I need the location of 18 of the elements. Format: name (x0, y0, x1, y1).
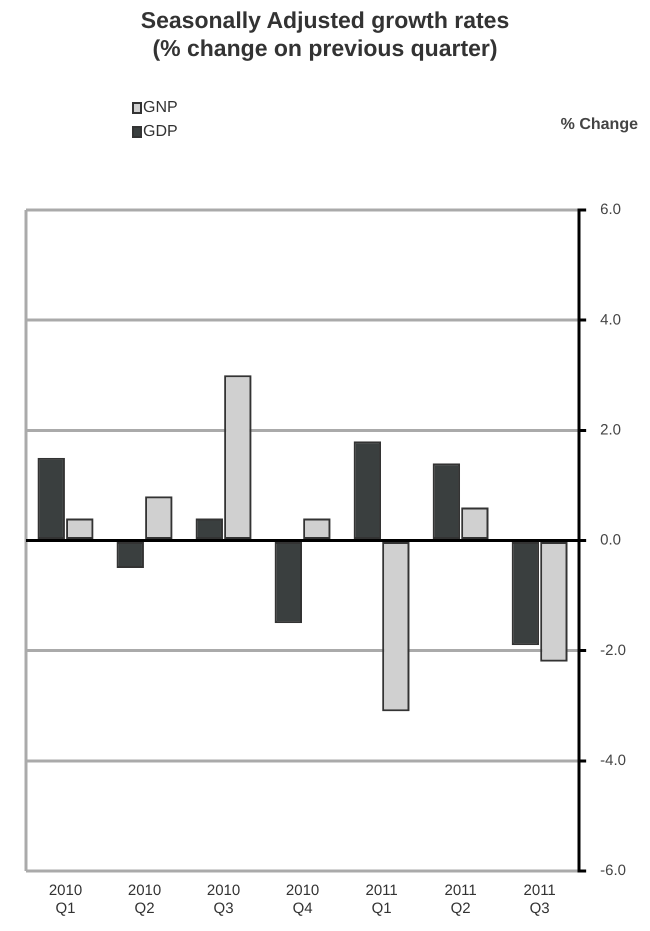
y-tick-label: 2.0 (600, 421, 622, 438)
y-tick-label: -2.0 (600, 642, 626, 659)
x-tick-label: 2011 Q1 (365, 882, 398, 918)
legend-label: GDP (143, 123, 178, 141)
x-tick-label: 2011 Q3 (524, 882, 556, 918)
y-tick-label: -4.0 (600, 752, 626, 769)
x-tick-label: 2011 Q2 (444, 882, 477, 918)
chart-title: Seasonally Adjusted growth rates (% change on previous quarter) (140, 6, 510, 62)
y-tick-label: 0.0 (600, 532, 622, 549)
y-tick-label: -6.0 (600, 862, 626, 880)
x-tick-label: 2010 Q2 (128, 882, 162, 918)
y-axis-title: % Change (560, 116, 638, 134)
legend-label: GNP (143, 99, 178, 117)
x-tick-label: 2010 Q3 (206, 882, 240, 918)
y-tick-label: 6.0 (600, 201, 622, 218)
x-tick-label: 2010 Q4 (286, 882, 320, 918)
x-tick-label: 2010 Q1 (48, 882, 82, 918)
y-tick-label: 4.0 (600, 311, 622, 328)
